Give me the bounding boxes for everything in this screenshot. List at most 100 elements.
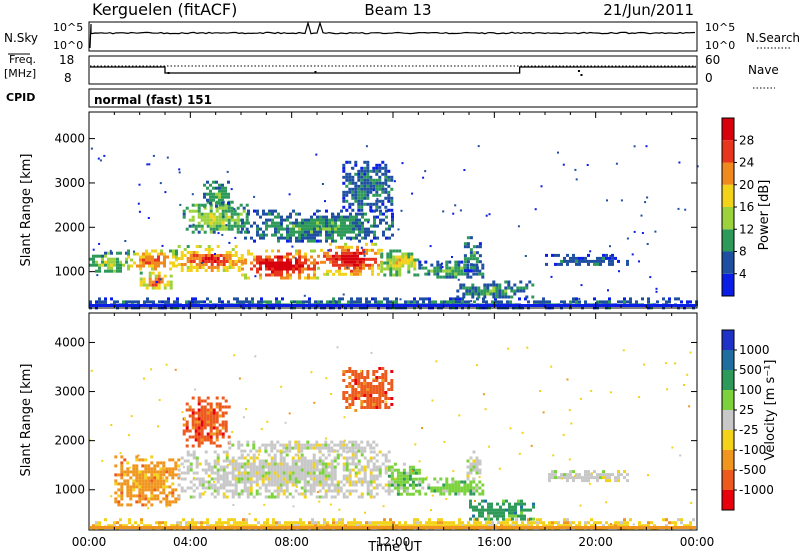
heatmap-cell: [375, 468, 379, 472]
heatmap-cell: [209, 221, 213, 225]
heatmap-cell: [551, 253, 554, 257]
heatmap-cell: [318, 462, 322, 466]
heatmap-cell: [268, 261, 271, 265]
heatmap-cell: [125, 260, 128, 264]
heatmap-cell: [210, 465, 214, 469]
heatmap-cell: [237, 468, 241, 472]
heatmap-cell: [177, 257, 181, 260]
heatmap-cell: [274, 233, 277, 237]
heatmap-cell: [264, 449, 268, 453]
heatmap-cell: [560, 262, 563, 266]
heatmap-cell: [391, 221, 394, 225]
heatmap-cell: [153, 497, 157, 501]
heatmap-cell: [230, 215, 234, 219]
heatmap-cell: [174, 488, 178, 492]
heatmap-cell: [389, 270, 393, 274]
heatmap-cell: [306, 459, 310, 463]
heatmap-cell: [398, 267, 402, 271]
heatmap-cell: [605, 253, 608, 257]
heatmap-cell: [127, 249, 130, 253]
heatmap-cell: [605, 479, 608, 483]
heatmap-cell: [345, 495, 349, 499]
heatmap-cell: [378, 178, 382, 182]
heatmap-cell: [298, 276, 301, 280]
heatmap-cell: [246, 474, 250, 478]
heatmap-cell: [334, 218, 337, 222]
heatmap-cell: [357, 184, 361, 188]
heatmap-cell: [129, 491, 133, 495]
heatmap-cell: [280, 264, 283, 268]
heatmap-speck: [214, 253, 216, 255]
heatmap-cell: [95, 263, 98, 267]
heatmap-cell: [194, 209, 198, 213]
heatmap-speck: [677, 207, 680, 210]
heatmap-cell: [390, 477, 394, 481]
heatmap-cell: [363, 175, 367, 179]
heatmap-cell: [192, 456, 196, 460]
heatmap-speck: [130, 415, 133, 418]
heatmap-cell: [605, 476, 608, 480]
heatmap-cell: [274, 267, 277, 271]
heatmap-cell: [230, 227, 234, 231]
heatmap-cell: [277, 212, 280, 216]
heatmap-cell: [387, 175, 391, 179]
heatmap-cell: [372, 181, 376, 185]
heatmap-speck: [645, 145, 648, 148]
heatmap-cell: [153, 494, 157, 498]
heatmap-cell: [212, 227, 216, 231]
heatmap-cell: [98, 300, 101, 304]
heatmap-cell: [495, 286, 499, 290]
heatmap-cell: [502, 499, 505, 503]
heatmap-cell: [252, 440, 256, 444]
heatmap-cell: [487, 511, 490, 515]
heatmap-cell: [221, 224, 225, 228]
heatmap-cell: [231, 263, 235, 266]
heatmap-cell: [285, 483, 289, 487]
heatmap-cell: [599, 256, 602, 260]
heatmap-cell: [478, 492, 482, 496]
heatmap-cell: [265, 273, 268, 277]
heatmap-cell: [240, 257, 244, 260]
heatmap-cell: [422, 297, 425, 301]
heatmap-cell: [276, 486, 280, 490]
heatmap-cell: [206, 435, 210, 439]
heatmap-cell: [288, 471, 292, 475]
heatmap-cell: [163, 252, 166, 256]
heatmap-cell: [386, 297, 389, 301]
heatmap-cell: [310, 267, 313, 271]
heatmap-cell: [296, 300, 299, 304]
heatmap-cell: [188, 524, 191, 528]
heatmap-cell: [313, 267, 316, 271]
heatmap-cell: [198, 266, 202, 269]
heatmap-cell: [228, 260, 232, 263]
heatmap-speck: [342, 293, 345, 296]
heatmap-cell: [142, 255, 145, 259]
heatmap-cell: [218, 221, 222, 225]
heatmap-cell: [206, 224, 210, 228]
heatmap-cell: [665, 518, 668, 522]
heatmap-cell: [350, 260, 353, 264]
heatmap-cell: [335, 257, 338, 261]
heatmap-cell: [127, 252, 130, 256]
heatmap-cell: [270, 443, 274, 447]
heatmap-cell: [411, 492, 415, 496]
heatmap-cell: [197, 402, 201, 406]
heatmap-cell: [197, 212, 201, 216]
heatmap-cell: [321, 443, 325, 447]
heatmap-cell: [239, 224, 243, 228]
heatmap-speck: [540, 185, 543, 188]
heatmap-cell: [107, 266, 110, 270]
heatmap-speck: [343, 439, 346, 442]
heatmap-cell: [428, 300, 431, 304]
heatmap-cell: [351, 379, 355, 382]
heatmap-cell: [387, 474, 391, 478]
heatmap-cell: [375, 474, 379, 478]
heatmap-cell: [572, 253, 575, 257]
heatmap-cell: [268, 218, 271, 222]
heatmap-cell: [469, 502, 472, 506]
noise-right-tick-top: 10^5: [705, 21, 735, 34]
heatmap-cell: [466, 269, 470, 273]
heatmap-cell: [475, 456, 479, 460]
heatmap-cell: [491, 300, 494, 304]
heatmap-cell: [286, 218, 289, 222]
